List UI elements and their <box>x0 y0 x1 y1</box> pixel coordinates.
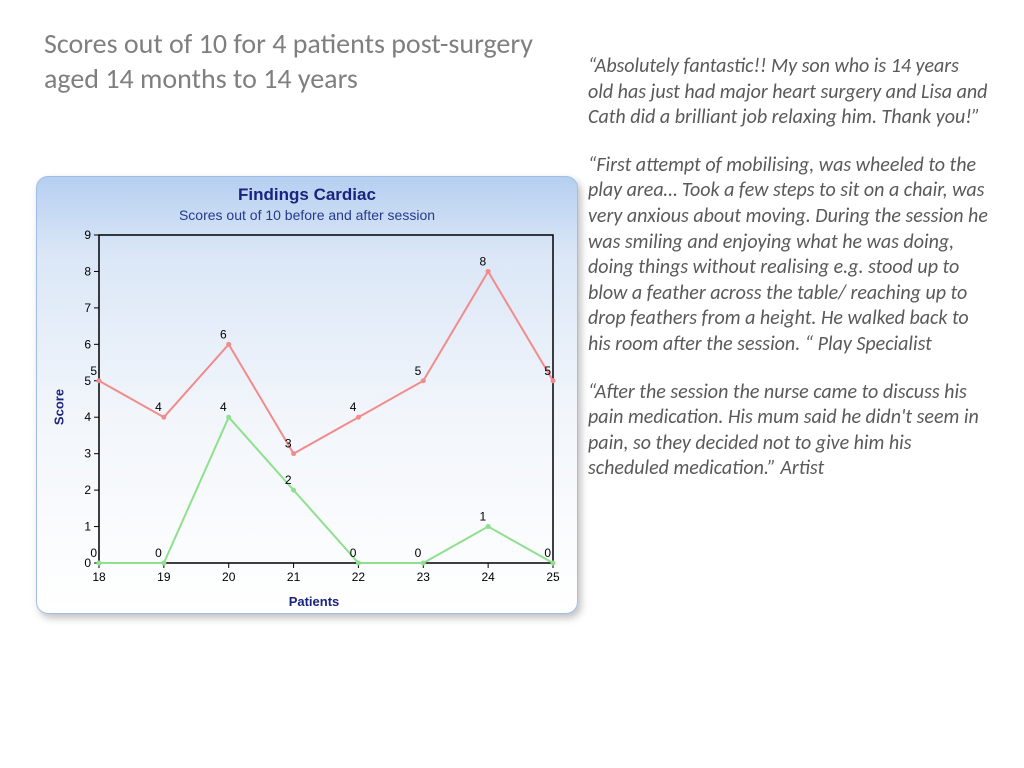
svg-text:19: 19 <box>157 570 171 584</box>
svg-text:1: 1 <box>479 510 486 524</box>
chart-y-axis-label: Score <box>52 389 67 425</box>
svg-text:5: 5 <box>544 364 551 378</box>
quote-2: “First attempt of mobilising, was wheele… <box>588 153 988 358</box>
svg-text:5: 5 <box>90 364 97 378</box>
svg-text:24: 24 <box>481 570 495 584</box>
svg-text:22: 22 <box>352 570 366 584</box>
svg-text:8: 8 <box>84 264 91 278</box>
chart-title: Findings Cardiac <box>37 185 577 205</box>
svg-text:4: 4 <box>220 400 227 414</box>
chart-svg: 0123456789181920212223242554634585004200… <box>65 227 563 587</box>
svg-text:7: 7 <box>84 301 91 315</box>
svg-text:3: 3 <box>84 447 91 461</box>
svg-text:0: 0 <box>350 546 357 560</box>
quote-1: “Absolutely fantastic!! My son who is 14… <box>588 54 988 131</box>
svg-text:0: 0 <box>415 546 422 560</box>
chart-subtitle: Scores out of 10 before and after sessio… <box>37 207 577 223</box>
svg-text:3: 3 <box>285 437 292 451</box>
svg-text:21: 21 <box>287 570 301 584</box>
svg-text:18: 18 <box>92 570 106 584</box>
svg-text:1: 1 <box>84 520 91 534</box>
slide: Scores out of 10 for 4 patients post-sur… <box>0 0 1024 768</box>
chart-x-axis-label: Patients <box>65 594 563 609</box>
svg-text:0: 0 <box>90 546 97 560</box>
svg-text:25: 25 <box>546 570 560 584</box>
svg-text:9: 9 <box>84 228 91 242</box>
svg-text:4: 4 <box>155 400 162 414</box>
svg-text:23: 23 <box>417 570 431 584</box>
chart-card: Findings Cardiac Scores out of 10 before… <box>36 176 578 614</box>
page-title: Scores out of 10 for 4 patients post-sur… <box>44 26 544 96</box>
svg-text:6: 6 <box>84 337 91 351</box>
quote-3: “After the session the nurse came to dis… <box>588 380 988 482</box>
chart-plot-area: Score Patients 0123456789181920212223242… <box>65 227 563 587</box>
svg-text:2: 2 <box>84 483 91 497</box>
svg-text:8: 8 <box>479 254 486 268</box>
svg-text:4: 4 <box>84 410 91 424</box>
svg-text:0: 0 <box>155 546 162 560</box>
svg-text:2: 2 <box>285 473 292 487</box>
testimonial-quotes: “Absolutely fantastic!! My son who is 14… <box>588 54 988 504</box>
svg-text:5: 5 <box>415 364 422 378</box>
svg-text:0: 0 <box>544 546 551 560</box>
svg-text:4: 4 <box>350 400 357 414</box>
svg-text:6: 6 <box>220 327 227 341</box>
svg-text:20: 20 <box>222 570 236 584</box>
